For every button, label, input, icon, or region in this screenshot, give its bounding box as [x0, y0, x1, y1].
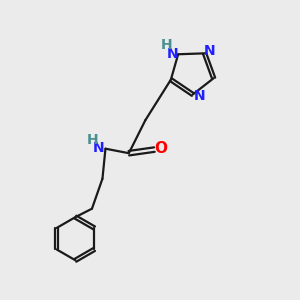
- Text: H: H: [87, 133, 99, 147]
- Text: H: H: [161, 38, 172, 52]
- Text: N: N: [204, 44, 216, 58]
- Text: O: O: [154, 142, 167, 157]
- Text: N: N: [167, 47, 178, 61]
- Text: N: N: [93, 141, 105, 155]
- Text: N: N: [194, 89, 205, 103]
